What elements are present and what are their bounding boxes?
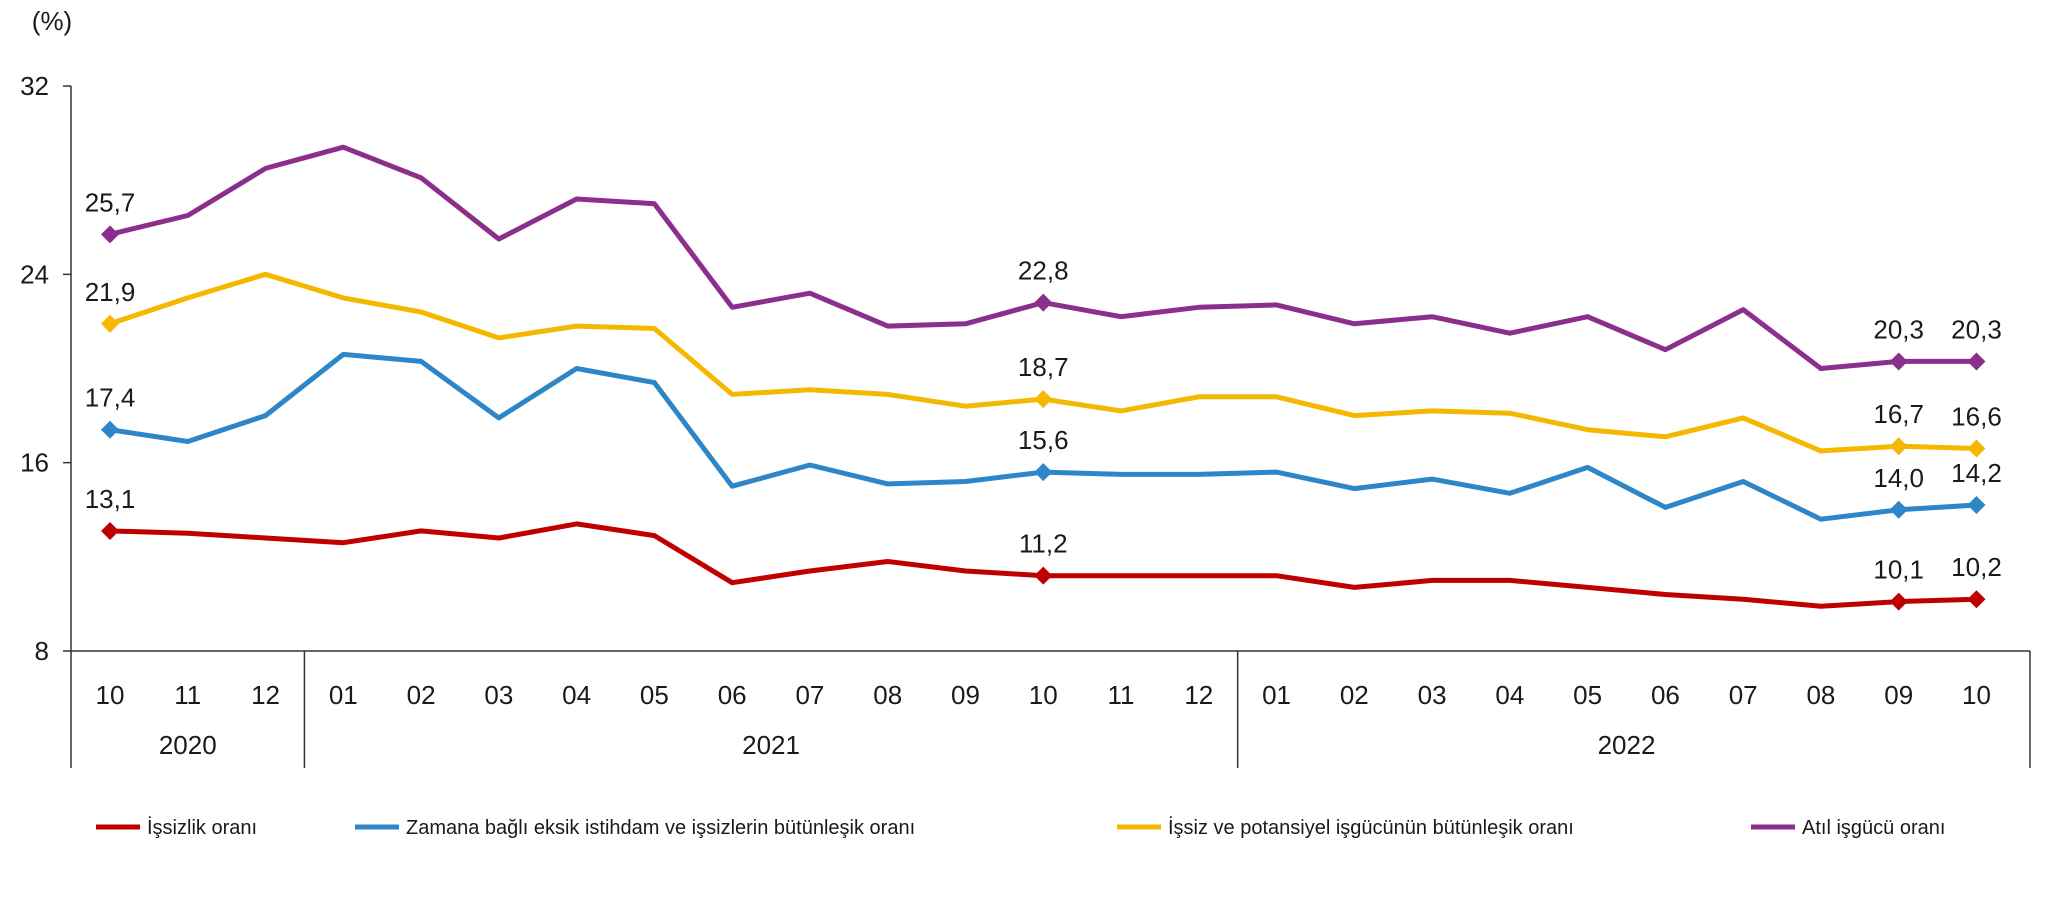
series-lines xyxy=(101,144,1986,611)
legend-label: Zamana bağlı eksik istihdam ve işsizleri… xyxy=(406,817,915,839)
y-tick-label: 8 xyxy=(35,636,49,666)
x-tick-label: 11 xyxy=(174,680,201,710)
legend-label: İşsizlik oranı xyxy=(147,816,257,839)
y-axis-ticks: 8 16 24 32 xyxy=(20,71,71,666)
data-label: 16,7 xyxy=(1873,399,1924,429)
data-label: 10,1 xyxy=(1873,555,1924,585)
year-labels: 2020 2021 2022 xyxy=(159,651,1656,768)
x-tick-label: 12 xyxy=(1184,680,1213,710)
x-axis-ticks: 10 11 12 01 02 03 04 05 06 07 08 09 10 11 12 01 02 03 04 05… xyxy=(96,680,1991,710)
legend: İşsizlik oranı Zamana bağlı eksik istihda… xyxy=(96,816,1945,839)
data-label: 13,1 xyxy=(85,484,136,514)
x-tick-label: 05 xyxy=(640,680,669,710)
x-tick-label: 07 xyxy=(795,680,824,710)
series-marker xyxy=(101,314,119,333)
legend-label: İşsiz ve potansiyel işgücünün bütünleşik… xyxy=(1168,816,1574,839)
data-label: 20,3 xyxy=(1873,314,1924,344)
y-tick-label: 16 xyxy=(20,448,49,478)
x-tick-label: 03 xyxy=(1418,680,1447,710)
x-tick-label: 01 xyxy=(329,680,358,710)
y-axis-unit-label: (%) xyxy=(32,6,72,36)
x-tick-label: 06 xyxy=(1651,680,1680,710)
x-tick-label: 08 xyxy=(873,680,902,710)
series-marker xyxy=(1889,500,1908,519)
x-tick-label: 08 xyxy=(1806,680,1835,710)
data-label: 22,8 xyxy=(1018,256,1069,286)
series-marker xyxy=(1967,590,1986,609)
series-marker xyxy=(1889,352,1908,371)
series-marker xyxy=(1034,566,1053,585)
data-label: 11,2 xyxy=(1019,529,1068,559)
series-marker xyxy=(1034,390,1053,409)
x-tick-label: 06 xyxy=(718,680,747,710)
year-label: 2021 xyxy=(742,730,800,760)
series-marker xyxy=(1889,437,1908,456)
data-label: 25,7 xyxy=(85,187,136,217)
series-marker xyxy=(1967,439,1986,458)
x-tick-label: 02 xyxy=(1340,680,1369,710)
x-tick-label: 09 xyxy=(1884,680,1913,710)
year-label: 2020 xyxy=(159,730,217,760)
x-tick-label: 10 xyxy=(1029,680,1058,710)
series-marker xyxy=(1967,496,1986,515)
x-tick-label: 04 xyxy=(1495,680,1524,710)
series-marker xyxy=(1967,352,1986,371)
x-tick-label: 09 xyxy=(951,680,980,710)
axes xyxy=(70,86,2031,768)
year-label: 2022 xyxy=(1598,730,1656,760)
x-tick-label: 04 xyxy=(562,680,591,710)
data-labels: 13,1 11,2 10,1 10,2 17,4 15,6 14,0 14,2 21,9 18,7… xyxy=(85,187,2002,584)
y-tick-label: 32 xyxy=(20,71,49,101)
data-label: 17,4 xyxy=(85,383,136,413)
series-marker xyxy=(101,521,119,540)
data-label: 16,6 xyxy=(1951,402,2002,432)
data-label: 21,9 xyxy=(85,277,136,307)
series-marker xyxy=(1889,592,1908,611)
x-tick-label: 12 xyxy=(251,680,280,710)
data-label: 20,3 xyxy=(1951,314,2002,344)
x-tick-label: 10 xyxy=(1962,680,1991,710)
series-marker xyxy=(101,420,119,439)
data-label: 14,0 xyxy=(1873,463,1924,493)
legend-label: Atıl işgücü oranı xyxy=(1802,817,1945,839)
data-label: 15,6 xyxy=(1018,425,1069,455)
data-label: 18,7 xyxy=(1018,352,1069,382)
series-marker xyxy=(101,225,119,244)
y-tick-label: 24 xyxy=(20,259,49,289)
data-label: 10,2 xyxy=(1951,552,2002,582)
x-tick-label: 02 xyxy=(407,680,436,710)
x-tick-label: 10 xyxy=(96,680,125,710)
x-tick-label: 01 xyxy=(1262,680,1291,710)
x-tick-label: 07 xyxy=(1729,680,1758,710)
x-tick-label: 03 xyxy=(484,680,513,710)
series-marker xyxy=(1034,293,1053,312)
series-marker xyxy=(1034,463,1053,482)
x-tick-label: 05 xyxy=(1573,680,1602,710)
data-label: 14,2 xyxy=(1951,458,2002,488)
x-tick-label: 11 xyxy=(1108,680,1135,710)
